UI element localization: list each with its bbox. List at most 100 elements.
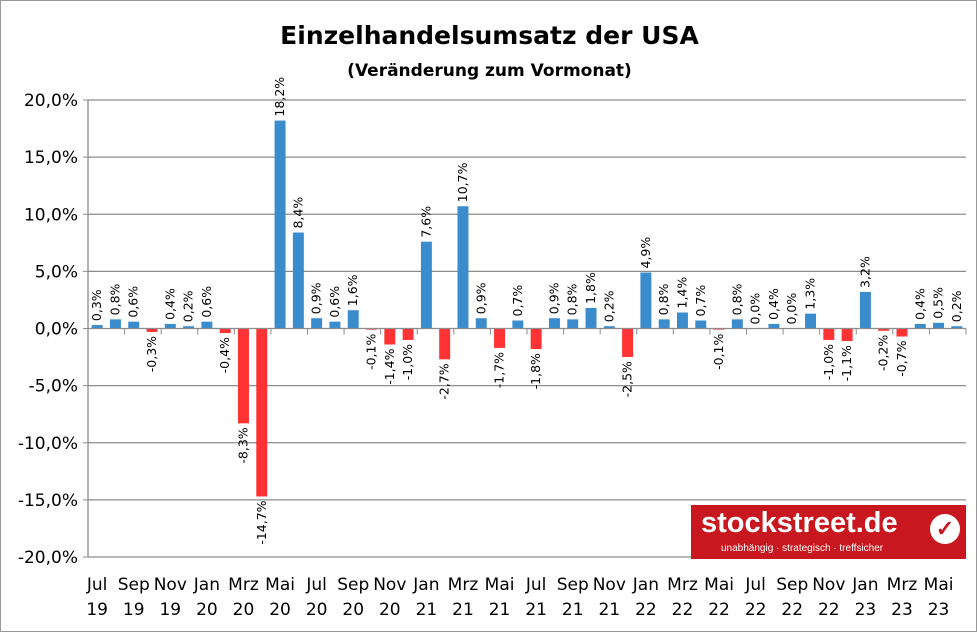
data-label: 8,4% bbox=[290, 197, 305, 229]
data-label: 0,2% bbox=[601, 290, 616, 322]
stockstreet-logo: stockstreet.de unabhängig · strategisch … bbox=[691, 505, 966, 559]
x-tick-label-year: 20 bbox=[379, 600, 401, 620]
x-tick-label-year: 23 bbox=[891, 600, 913, 620]
bar bbox=[622, 328, 634, 358]
x-tick-label-year: 22 bbox=[745, 600, 767, 620]
bar bbox=[548, 318, 560, 329]
x-tick-label-month: Mai bbox=[265, 575, 295, 595]
bar bbox=[457, 206, 469, 329]
x-tick-label-month: Nov bbox=[154, 575, 187, 595]
data-label: 0,4% bbox=[912, 288, 927, 320]
bar bbox=[658, 319, 670, 329]
data-label: 10,7% bbox=[455, 162, 470, 202]
bar bbox=[91, 325, 103, 329]
x-tick-label-year: 20 bbox=[196, 600, 218, 620]
data-label: 18,2% bbox=[272, 77, 287, 117]
x-tick-label-year: 23 bbox=[928, 600, 950, 620]
bar bbox=[164, 323, 176, 329]
bar bbox=[274, 120, 286, 329]
x-tick-label-year: 22 bbox=[818, 600, 840, 620]
data-label: -0,4% bbox=[217, 337, 232, 373]
data-label: 0,2% bbox=[949, 290, 964, 322]
x-tick-label-month: Mai bbox=[704, 575, 734, 595]
y-tick-label: 10,0% bbox=[24, 205, 78, 225]
y-tick-label: 20,0% bbox=[24, 91, 78, 111]
bar bbox=[695, 320, 707, 329]
bar bbox=[512, 320, 524, 329]
bar bbox=[640, 272, 652, 329]
bar bbox=[933, 322, 945, 329]
bar bbox=[146, 328, 158, 332]
bar bbox=[494, 328, 506, 348]
x-tick-label-month: Nov bbox=[373, 575, 406, 595]
x-tick-label-year: 21 bbox=[525, 600, 547, 620]
x-tick-label-month: Sep bbox=[337, 575, 369, 595]
y-tick-label: -5,0% bbox=[29, 377, 78, 397]
x-tick-label-month: Jan bbox=[632, 575, 659, 595]
bar bbox=[219, 328, 231, 334]
data-label: 1,3% bbox=[803, 278, 818, 310]
bar bbox=[237, 328, 249, 424]
x-tick-label-month: Jan bbox=[193, 575, 220, 595]
x-tick-label-month: Jul bbox=[305, 575, 327, 595]
data-label: -1,0% bbox=[821, 344, 836, 380]
bar bbox=[859, 291, 871, 329]
data-label: -0,1% bbox=[364, 334, 379, 370]
y-tick-label: -10,0% bbox=[18, 434, 78, 454]
logo-tagline: unabhängig · strategisch · treffsicher bbox=[721, 543, 884, 554]
data-label: 0,9% bbox=[309, 282, 324, 314]
x-tick-label-year: 19 bbox=[86, 600, 108, 620]
x-tick-label-year: 19 bbox=[159, 600, 181, 620]
bar bbox=[183, 326, 195, 329]
y-tick-label: -20,0% bbox=[18, 548, 78, 568]
data-label: -0,2% bbox=[876, 335, 891, 371]
bar bbox=[329, 321, 341, 329]
data-label: 0,9% bbox=[546, 282, 561, 314]
logo-name: stockstreet.de bbox=[701, 507, 898, 539]
bar bbox=[676, 312, 688, 329]
data-label: 0,3% bbox=[89, 289, 104, 321]
x-tick-label-year: 22 bbox=[708, 600, 730, 620]
bar bbox=[567, 319, 579, 329]
x-tick-label-month: Jan bbox=[412, 575, 439, 595]
chart-subtitle: (Veränderung zum Vormonat) bbox=[347, 61, 632, 81]
x-tick-label-year: 22 bbox=[672, 600, 694, 620]
x-tick-label-month: Mrz bbox=[448, 575, 479, 595]
data-label: -0,1% bbox=[711, 334, 726, 370]
bar bbox=[475, 318, 487, 329]
x-tick-label-year: 19 bbox=[123, 600, 145, 620]
data-label: -1,4% bbox=[382, 348, 397, 384]
x-tick-label-month: Mrz bbox=[887, 575, 918, 595]
y-tick-label: 0,0% bbox=[35, 320, 78, 340]
x-tick-label-month: Sep bbox=[118, 575, 150, 595]
checkmark-icon: ✓ bbox=[930, 514, 960, 544]
data-label: -1,7% bbox=[492, 352, 507, 388]
data-label: 0,4% bbox=[766, 288, 781, 320]
data-label: 3,2% bbox=[857, 256, 872, 288]
bar bbox=[896, 328, 908, 337]
bar bbox=[402, 328, 414, 340]
y-tick-label: 5,0% bbox=[35, 262, 78, 282]
x-tick-label-month: Mrz bbox=[228, 575, 259, 595]
bar bbox=[128, 321, 140, 329]
bar bbox=[311, 318, 323, 329]
data-label: 1,6% bbox=[345, 274, 360, 306]
bar bbox=[439, 328, 451, 360]
x-tick-label-month: Nov bbox=[812, 575, 845, 595]
data-label: 0,7% bbox=[510, 285, 525, 317]
data-label: 0,5% bbox=[931, 287, 946, 319]
bar bbox=[823, 328, 835, 340]
x-tick-label-year: 23 bbox=[855, 600, 877, 620]
x-tick-label-month: Jul bbox=[525, 575, 547, 595]
bar bbox=[841, 328, 853, 342]
x-tick-label-year: 20 bbox=[233, 600, 255, 620]
y-tick-label: 15,0% bbox=[24, 148, 78, 168]
x-tick-label-year: 21 bbox=[416, 600, 438, 620]
x-tick-label-month: Jul bbox=[86, 575, 108, 595]
data-label: 0,8% bbox=[565, 283, 580, 315]
data-label: 4,9% bbox=[638, 237, 653, 269]
x-tick-label-year: 22 bbox=[781, 600, 803, 620]
data-label: -1,1% bbox=[839, 345, 854, 381]
